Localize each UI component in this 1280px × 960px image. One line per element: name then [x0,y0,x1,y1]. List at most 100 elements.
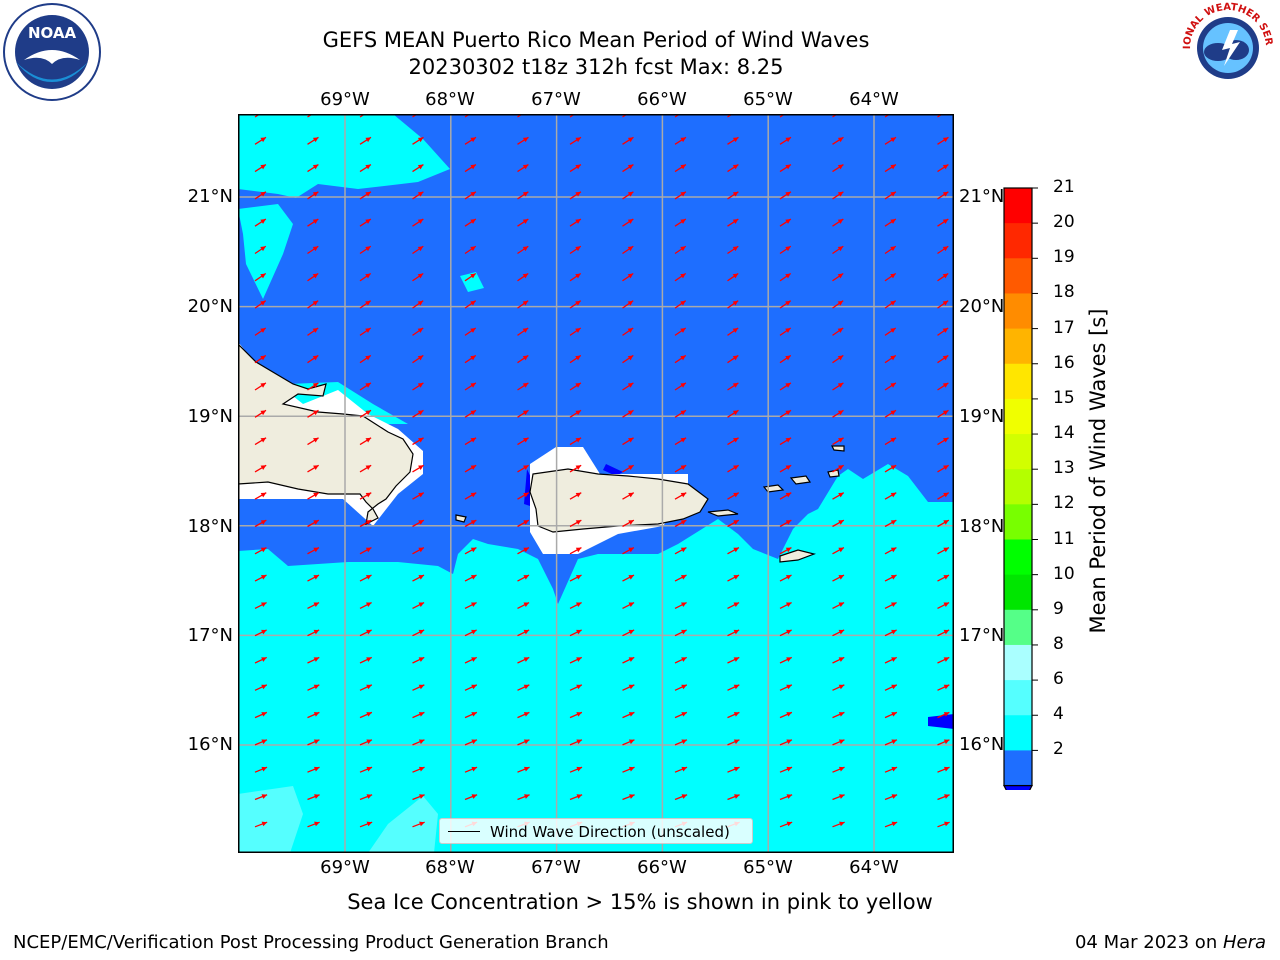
colorbar-band [1004,609,1032,646]
wave-direction-arrow [622,409,634,418]
colorbar-tick-label: 4 [1053,704,1064,725]
wave-direction-arrow [937,136,949,145]
map-panel: Wind Wave Direction (unscaled) [238,114,954,853]
wave-direction-arrow [832,492,845,500]
wave-direction-arrow [884,492,897,500]
lat-label-left: 20°N [187,296,233,317]
land-virgin-islands [789,475,812,485]
wave-direction-arrow [832,164,844,173]
map-border [238,114,954,853]
wave-direction-arrow [412,164,424,173]
land-st-croix [779,549,817,563]
wave-direction-arrow [412,382,424,391]
colorbar-band [1004,504,1032,540]
wave-direction-arrow [569,684,583,691]
wave-direction-arrow [832,245,844,255]
wave-direction-arrow [517,136,529,145]
land-puerto-rico [529,468,709,533]
wave-direction-arrow [569,601,582,609]
wave-direction-arrow [359,629,372,637]
wave-direction-arrow [884,739,898,746]
wave-direction-arrow [412,656,425,664]
sea-ice-footnote: Sea Ice Concentration > 15% is shown in … [347,890,933,914]
wave-direction-arrow [779,164,792,173]
wave-direction-arrow [727,739,740,746]
wave-direction-arrow [307,519,320,528]
wave-direction-arrow [307,136,319,145]
wave-direction-arrow [517,601,530,609]
wave-direction-arrow [359,547,372,555]
colorbar-tick-label: 17 [1053,317,1075,338]
lat-label-left: 16°N [187,734,233,755]
wave-direction-arrow [727,656,740,664]
wave-direction-arrow [569,711,583,719]
wave-direction-arrow [569,629,582,637]
legend-line-swatch [448,831,480,832]
lon-label-top: 68°W [425,89,475,110]
colorbar-band [1004,328,1032,365]
wave-direction-arrow [517,684,530,691]
wave-direction-arrow [464,327,477,336]
wave-direction-arrow [307,191,319,200]
wave-direction-arrow [307,437,319,446]
wave-direction-arrow [832,601,845,609]
wave-direction-arrow [464,164,477,173]
wave-direction-arrow [622,191,634,200]
wave-direction-arrow [569,218,582,227]
wave-direction-arrow [937,684,950,691]
wave-direction-arrow [779,519,792,528]
colorbar-tick-label: 18 [1053,282,1075,303]
colorbar-band [1004,750,1032,787]
wave-direction-arrow [622,629,635,637]
colorbar-band [1004,680,1032,716]
wave-direction-arrow [832,766,845,773]
wave-direction-arrow [674,711,688,719]
wave-direction-arrow [937,354,949,364]
wave-direction-arrow [674,136,687,145]
wave-direction-arrow [464,382,477,391]
wave-direction-arrow [622,711,635,719]
wave-direction-arrow [307,574,320,582]
wave-direction-arrow [464,300,477,309]
wave-direction-arrow [359,492,372,500]
wave-direction-arrow [832,327,844,336]
wave-direction-arrow [464,218,477,227]
colorbar-band [1004,539,1032,576]
wave-period-below-2-spot [603,464,623,476]
wave-direction-arrow [359,821,373,828]
wave-direction-arrow [359,766,373,773]
wave-direction-arrow [884,136,897,145]
wave-direction-arrow [832,547,845,555]
wave-direction-arrow [359,382,372,391]
wave-direction-arrow [307,821,320,828]
wave-direction-arrow [359,519,372,528]
wave-direction-arrow [517,300,529,309]
lon-label-top: 64°W [849,89,899,110]
wave-direction-arrow [359,218,372,227]
colorbar-tick-label: 2 [1053,739,1064,760]
wave-direction-arrow [832,519,845,528]
wave-period-4-6-hispaniola-coast [238,344,408,424]
wave-direction-arrow [937,464,950,473]
wave-direction-arrow [884,245,897,255]
colorbar-band [1004,223,1032,259]
wave-direction-arrow [412,629,425,637]
colorbar-band [1004,293,1032,330]
wave-direction-arrow [307,739,320,746]
wave-direction-arrow [674,739,688,746]
colorbar-graphic [1003,187,1038,815]
wave-direction-arrow [307,354,319,364]
wave-direction-arrow [569,136,582,145]
wave-direction-arrow [727,191,739,200]
wave-direction-arrow [622,656,635,664]
wave-direction-arrow [307,492,320,500]
colorbar-band [1004,258,1032,294]
wave-direction-arrow [884,409,897,418]
wave-direction-arrow [254,629,267,637]
wave-direction-arrow [359,327,372,336]
wave-period-4-6-west-patch [238,204,293,299]
wave-direction-arrow [674,766,688,773]
wave-direction-arrow [937,711,950,719]
wave-direction-arrow [412,300,424,309]
wave-direction-arrow [622,136,634,145]
